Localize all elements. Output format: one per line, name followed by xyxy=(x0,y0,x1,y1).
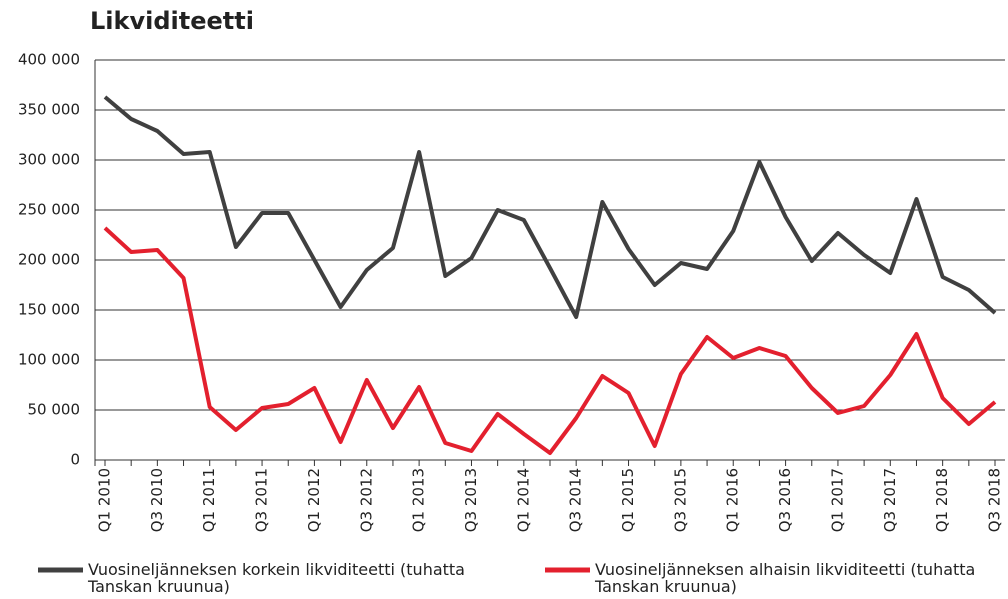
series-line xyxy=(103,95,997,319)
y-tick-label: 350 000 xyxy=(18,101,80,119)
x-tick-label: Q1 2017 xyxy=(828,468,846,532)
x-tick-label: Q3 2012 xyxy=(357,468,375,532)
y-tick-label: 150 000 xyxy=(18,301,80,319)
x-tick-label: Q3 2011 xyxy=(253,468,271,532)
legend-label: Vuosineljänneksen alhaisin likviditeetti… xyxy=(595,560,976,596)
x-tick-label: Q1 2010 xyxy=(96,468,114,532)
x-tick-label: Q3 2016 xyxy=(776,468,794,532)
chart-title: Likviditeetti xyxy=(90,7,254,35)
y-tick-label: 300 000 xyxy=(18,151,80,169)
x-tick-label: Q3 2017 xyxy=(881,468,899,532)
x-tick-label: Q3 2014 xyxy=(567,468,585,532)
x-tick-label: Q1 2014 xyxy=(514,468,532,532)
x-tick-label: Q1 2012 xyxy=(305,468,323,532)
y-tick-label: 200 000 xyxy=(18,251,80,269)
legend-label: Vuosineljänneksen korkein likviditeetti … xyxy=(88,560,465,596)
x-tick-label: Q3 2013 xyxy=(462,468,480,532)
y-tick-label: 50 000 xyxy=(28,401,81,419)
x-tick-label: Q1 2015 xyxy=(619,468,637,532)
y-tick-label: 100 000 xyxy=(18,351,80,369)
series-line xyxy=(103,226,997,455)
y-tick-label: 400 000 xyxy=(18,51,80,69)
x-tick-label: Q3 2010 xyxy=(148,468,166,532)
x-tick-label: Q1 2013 xyxy=(410,468,428,532)
x-tick-label: Q3 2018 xyxy=(986,468,1004,532)
x-tick-label: Q1 2018 xyxy=(933,468,951,532)
y-tick-label: 0 xyxy=(70,451,80,469)
x-tick-label: Q3 2015 xyxy=(671,468,689,532)
y-tick-label: 250 000 xyxy=(18,201,80,219)
x-tick-label: Q1 2011 xyxy=(200,468,218,532)
x-tick-label: Q1 2016 xyxy=(724,468,742,532)
